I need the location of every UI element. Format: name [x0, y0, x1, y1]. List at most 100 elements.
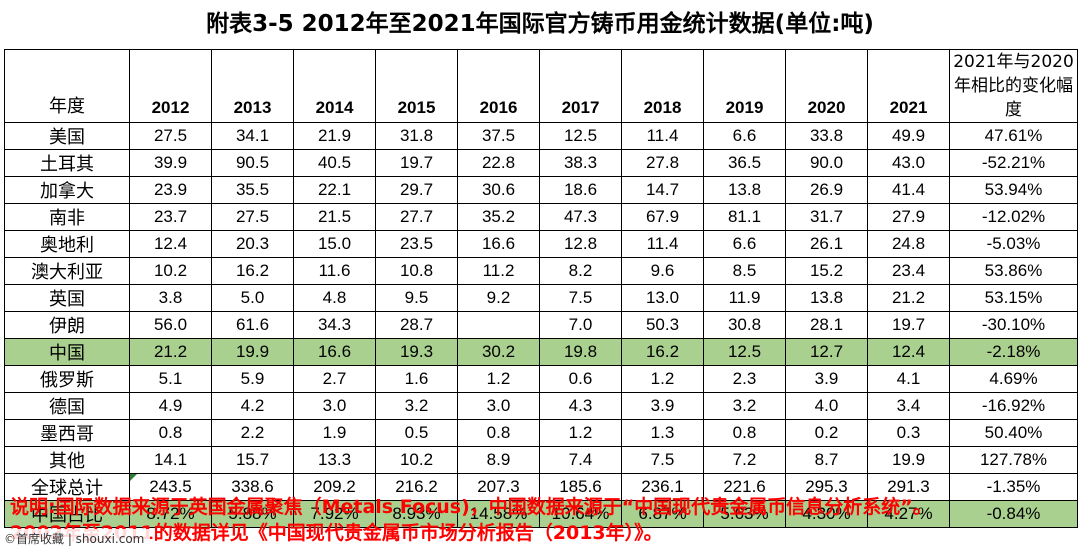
value-cell: 21.2: [867, 284, 950, 312]
value-cell: 8.72%: [129, 500, 212, 528]
year-header-2019: 2019: [703, 49, 786, 123]
value-cell: 27.8: [621, 149, 704, 177]
value-cell: 12.5: [703, 338, 786, 366]
value-cell: 50.3: [621, 311, 704, 339]
table-row: 全球总计 243.5 338.6 209.2 216.2 207.3 185.6 236.1 2…: [4, 473, 1078, 501]
row-label: 伊朗: [4, 311, 130, 339]
row-label: 中国占比: [4, 500, 130, 528]
value-cell: 9.5: [375, 284, 458, 312]
value-cell: 5.88%: [211, 500, 294, 528]
row-label: 澳大利亚: [4, 257, 130, 285]
value-cell: 43.0: [867, 149, 950, 177]
source-note-line-2: 2002年至2011的数据详见《中国现代贵金属币市场分析报告（2013年）》。: [10, 522, 663, 544]
value-cell: 30.2: [457, 338, 540, 366]
value-cell: 338.6: [211, 473, 294, 501]
value-cell: 216.2: [375, 473, 458, 501]
change-cell: 4.69%: [949, 365, 1078, 393]
value-cell: 10.2: [129, 257, 212, 285]
value-cell: 4.9: [129, 392, 212, 420]
value-cell: 0.6: [539, 365, 622, 393]
value-cell: 16.2: [211, 257, 294, 285]
table-row: 南非 23.7 27.5 21.5 27.7 35.2 47.3 67.9 81.1 31.7 27…: [4, 203, 1078, 231]
value-cell: 33.8: [785, 122, 868, 150]
value-cell: 19.7: [375, 149, 458, 177]
value-cell: 4.27%: [867, 500, 950, 528]
value-cell: 14.1: [129, 446, 212, 474]
value-cell: 21.2: [129, 338, 212, 366]
value-cell: 90.5: [211, 149, 294, 177]
value-cell: 81.1: [703, 203, 786, 231]
value-cell: 11.9: [703, 284, 786, 312]
row-label: 德国: [4, 392, 130, 420]
value-cell: 18.6: [539, 176, 622, 204]
value-cell: 6.6: [703, 230, 786, 258]
value-cell: 31.8: [375, 122, 458, 150]
value-cell: 1.2: [621, 365, 704, 393]
row-label: 其他: [4, 446, 130, 474]
value-cell: 41.4: [867, 176, 950, 204]
year-header-label: 年度: [4, 49, 130, 123]
value-cell: 90.0: [785, 149, 868, 177]
value-cell: 15.0: [293, 230, 376, 258]
value-cell: 7.0: [539, 311, 622, 339]
value-cell: 19.9: [867, 446, 950, 474]
value-cell: [457, 311, 540, 339]
value-cell: 35.2: [457, 203, 540, 231]
value-cell: 34.1: [211, 122, 294, 150]
change-cell: -5.03%: [949, 230, 1078, 258]
row-label: 全球总计: [4, 473, 130, 501]
row-label: 南非: [4, 203, 130, 231]
watermark: ©首席收藏 | shouxi.com: [0, 529, 151, 549]
change-cell: -16.92%: [949, 392, 1078, 420]
value-cell: 27.7: [375, 203, 458, 231]
change-cell: 53.15%: [949, 284, 1078, 312]
value-cell: 3.4: [867, 392, 950, 420]
table-row: 美国 27.5 34.1 21.9 31.8 37.5 12.5 11.4 6.6 33.8 49.…: [4, 122, 1078, 150]
value-cell: 10.8: [375, 257, 458, 285]
year-header-2014: 2014: [293, 49, 376, 123]
value-cell: 36.5: [703, 149, 786, 177]
value-cell: 221.6: [703, 473, 786, 501]
value-cell: 20.3: [211, 230, 294, 258]
value-cell: 27.5: [129, 122, 212, 150]
year-header-2018: 2018: [621, 49, 704, 123]
value-cell: 7.2: [703, 446, 786, 474]
value-cell: 21.5: [293, 203, 376, 231]
value-cell: 34.3: [293, 311, 376, 339]
value-cell: 0.8: [129, 419, 212, 447]
change-cell: 53.86%: [949, 257, 1078, 285]
value-cell: 24.8: [867, 230, 950, 258]
value-cell: 13.0: [621, 284, 704, 312]
value-cell: 9.6: [621, 257, 704, 285]
value-cell: 28.7: [375, 311, 458, 339]
year-header-2013: 2013: [211, 49, 294, 123]
value-cell: 3.2: [703, 392, 786, 420]
table-row: 中国占比 8.72% 5.88% 7.92% 8.93% 14.58% 10.64% 6.87…: [4, 500, 1078, 528]
row-label: 中国: [4, 338, 130, 366]
value-cell: 236.1: [621, 473, 704, 501]
row-label: 加拿大: [4, 176, 130, 204]
value-cell: 29.7: [375, 176, 458, 204]
change-cell: -12.02%: [949, 203, 1078, 231]
value-cell: 21.9: [293, 122, 376, 150]
value-cell: 14.7: [621, 176, 704, 204]
value-cell: 12.8: [539, 230, 622, 258]
change-cell: -52.21%: [949, 149, 1078, 177]
value-cell: 37.5: [457, 122, 540, 150]
year-header-2012: 2012: [129, 49, 212, 123]
value-cell: 49.9: [867, 122, 950, 150]
value-cell: 16.2: [621, 338, 704, 366]
value-cell: 23.5: [375, 230, 458, 258]
value-cell: 185.6: [539, 473, 622, 501]
value-cell: 8.2: [539, 257, 622, 285]
row-label: 美国: [4, 122, 130, 150]
value-cell: 4.30%: [785, 500, 868, 528]
value-cell: 3.8: [129, 284, 212, 312]
value-cell: 2.3: [703, 365, 786, 393]
value-cell: 6.87%: [621, 500, 704, 528]
value-cell: 67.9: [621, 203, 704, 231]
value-cell: 38.3: [539, 149, 622, 177]
value-cell: 7.5: [621, 446, 704, 474]
value-cell: 295.3: [785, 473, 868, 501]
value-cell: 0.2: [785, 419, 868, 447]
